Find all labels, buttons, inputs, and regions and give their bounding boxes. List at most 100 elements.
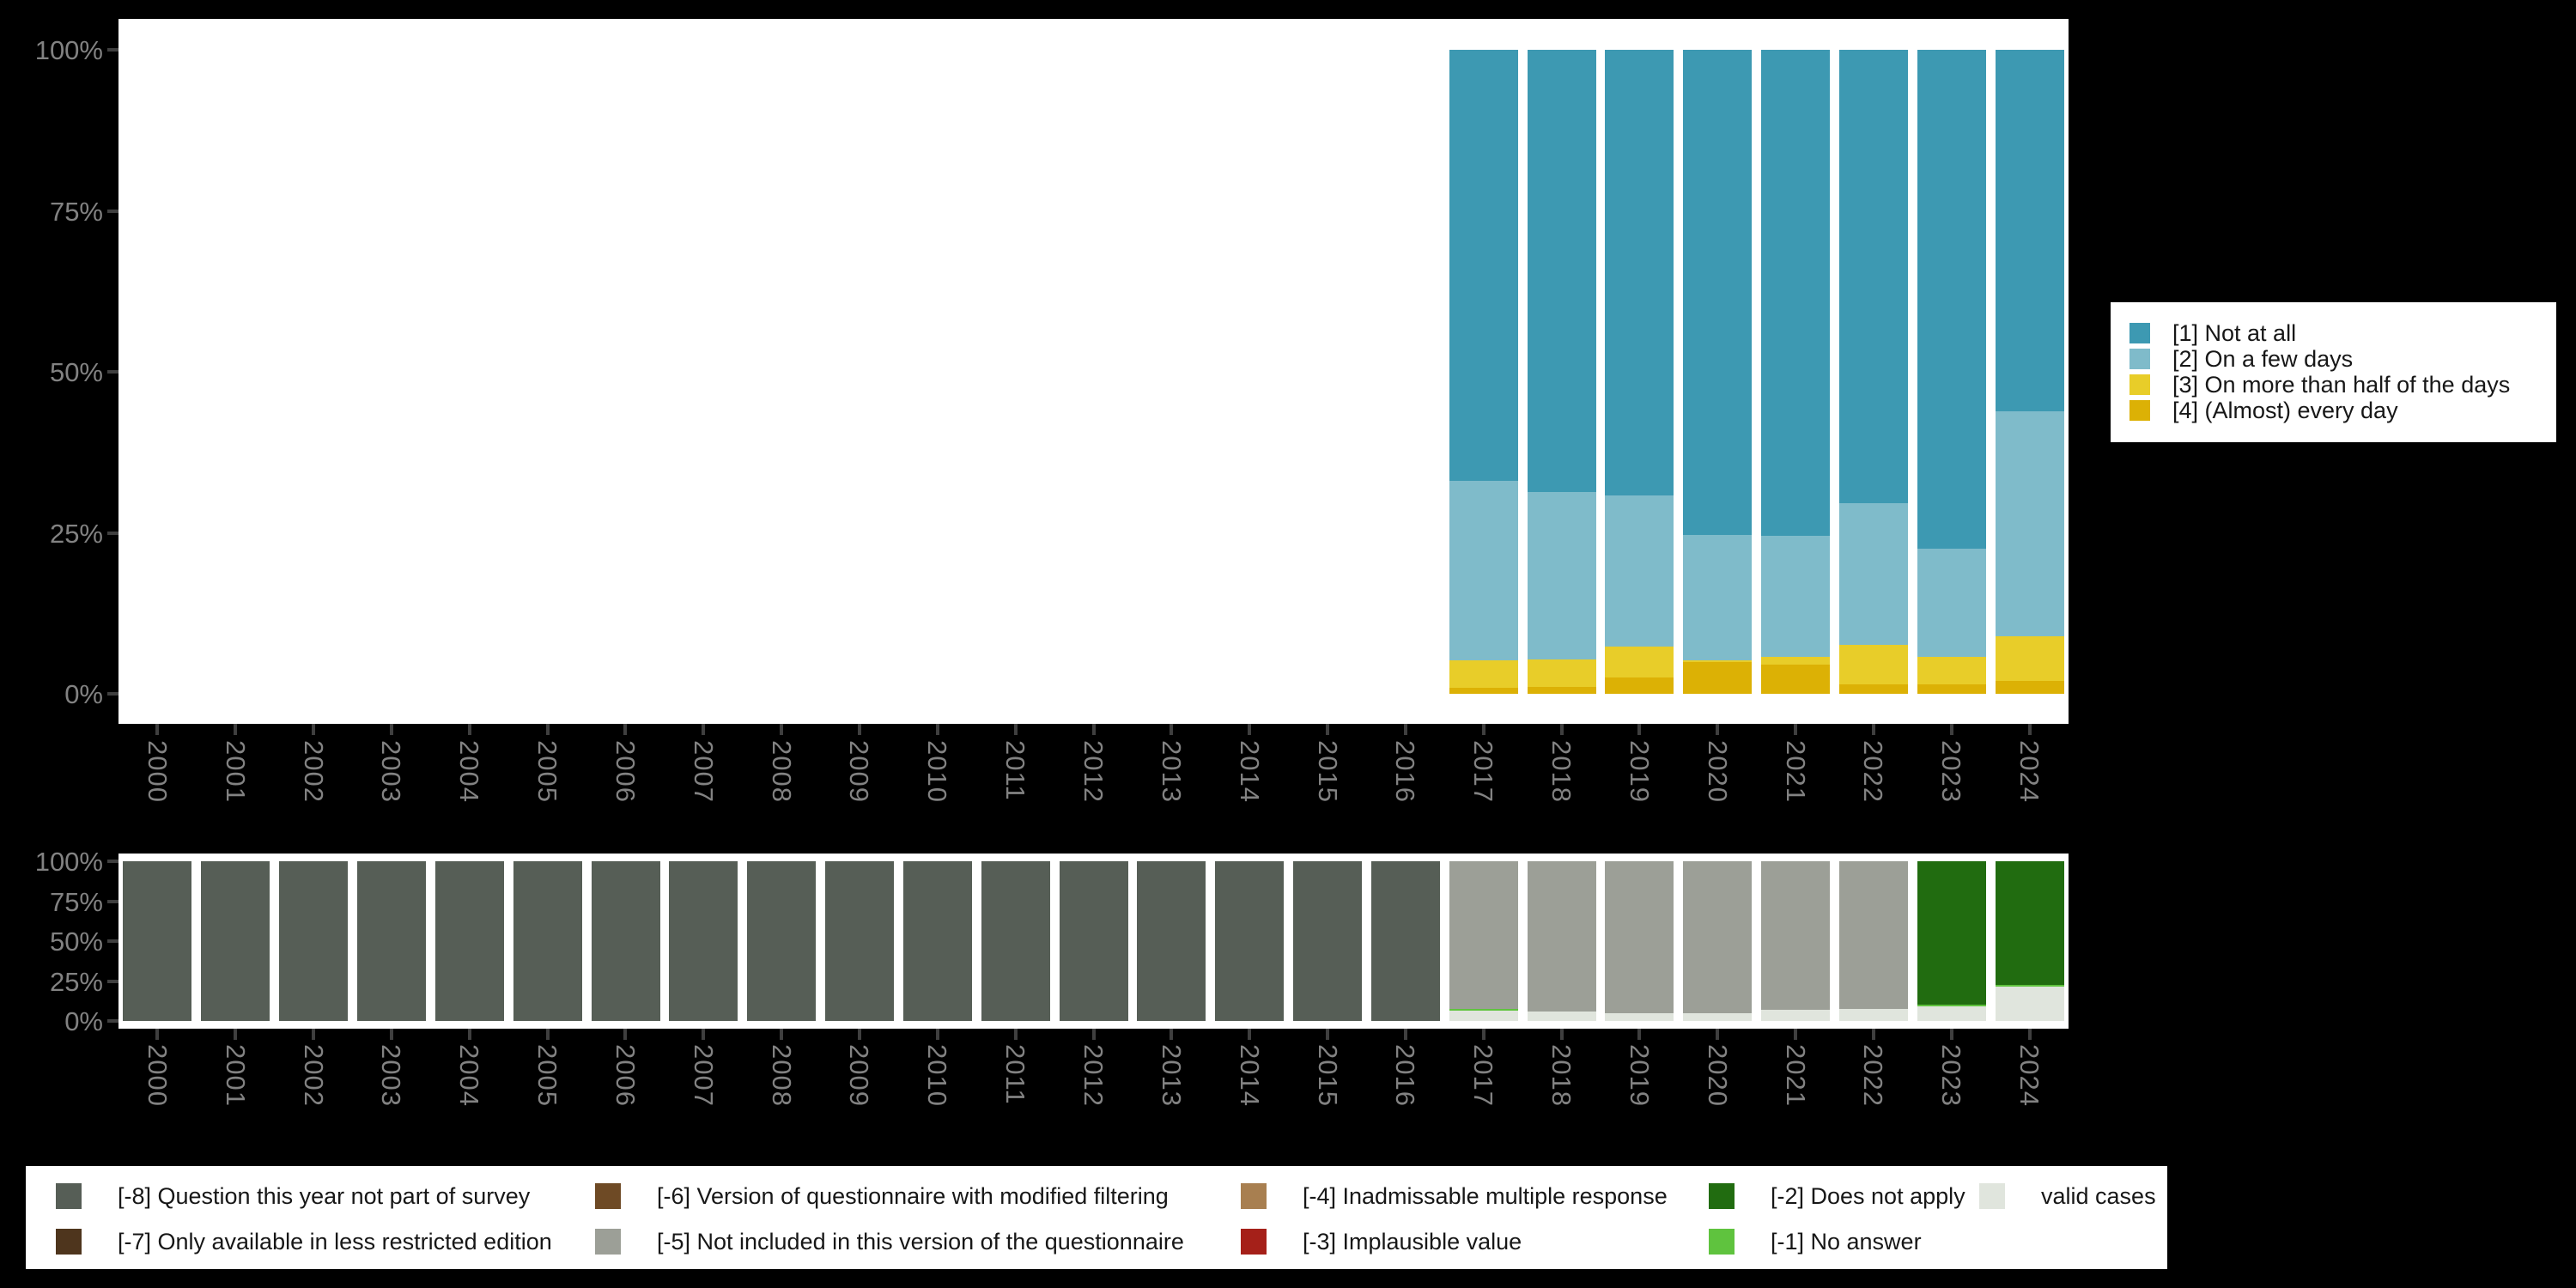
x-axis-tick-label-2016: 2016 xyxy=(1390,740,1421,803)
missing-values-legend: [-8] Question this year not part of surv… xyxy=(26,1166,2167,1269)
x-axis-tick xyxy=(312,724,316,735)
x-axis-tick-label-2019: 2019 xyxy=(1624,740,1655,803)
bar-segment-2020 xyxy=(1683,661,1753,694)
x-axis-tick xyxy=(545,724,550,735)
y-axis-tick-label: 50% xyxy=(49,357,103,387)
legend-item: [-7] Only available in less restricted e… xyxy=(56,1229,552,1255)
bar-segment-2024 xyxy=(1995,861,2064,985)
x-axis-tick xyxy=(1326,724,1330,735)
legend-label: [-1] No answer xyxy=(1771,1228,1922,1255)
x-axis-tick-label-2024: 2024 xyxy=(2014,740,2045,803)
bar-segment-2001 xyxy=(201,861,270,1021)
x-axis-tick xyxy=(1871,724,1875,735)
x-axis-tick-label-2005: 2005 xyxy=(532,740,563,803)
x-axis-tick xyxy=(1637,724,1642,735)
x-axis-tick-label-2023: 2023 xyxy=(1936,1044,1967,1107)
legend-label: [-3] Implausible value xyxy=(1303,1228,1522,1255)
x-axis-tick-label-2014: 2014 xyxy=(1234,740,1265,803)
x-axis-tick-label-2023: 2023 xyxy=(1936,740,1967,803)
bar-segment-2017 xyxy=(1449,861,1518,1009)
x-axis-tick-label-2018: 2018 xyxy=(1546,740,1577,803)
x-axis-tick-label-2007: 2007 xyxy=(688,740,719,803)
y-axis-tick-label: 75% xyxy=(49,886,103,917)
bar-segment-2019 xyxy=(1605,495,1674,647)
legend-item: [-1] No answer xyxy=(1709,1229,1922,1255)
bar-segment-2023 xyxy=(1917,548,1986,658)
x-axis-tick xyxy=(1559,1029,1564,1040)
legend-swatch xyxy=(2129,400,2150,421)
x-axis-tick xyxy=(1949,724,1953,735)
x-axis-tick xyxy=(1403,1029,1407,1040)
y-axis-tick xyxy=(107,1019,118,1023)
bar-segment-2018 xyxy=(1527,861,1596,1012)
x-axis-tick xyxy=(1091,1029,1096,1040)
x-axis-tick xyxy=(623,724,628,735)
y-axis-tick-label: 0% xyxy=(64,1006,103,1036)
bar-segment-2002 xyxy=(279,861,349,1021)
bar-segment-2022 xyxy=(1838,1008,1908,1021)
bar-segment-2018 xyxy=(1527,50,1596,492)
legend-label: [-2] Does not apply xyxy=(1771,1182,1965,1209)
bar-segment-2023 xyxy=(1917,657,1986,684)
x-axis-tick-label-2014: 2014 xyxy=(1234,1044,1265,1107)
bar-segment-2021 xyxy=(1761,50,1831,537)
x-axis-tick-label-2013: 2013 xyxy=(1156,1044,1187,1107)
bar-segment-2018 xyxy=(1527,1011,1596,1021)
bar-segment-2005 xyxy=(513,861,582,1021)
legend-swatch xyxy=(2129,374,2150,395)
legend-label: [-8] Question this year not part of surv… xyxy=(118,1182,531,1209)
bar-segment-2024 xyxy=(1995,681,2064,694)
bar-segment-2023 xyxy=(1917,1004,1986,1006)
x-axis-tick xyxy=(623,1029,628,1040)
bar-segment-2022 xyxy=(1838,645,1908,684)
x-axis-tick xyxy=(1403,724,1407,735)
bar-segment-2020 xyxy=(1683,861,1753,1014)
bar-segment-2000 xyxy=(123,861,192,1021)
y-axis-tick xyxy=(107,979,118,983)
x-axis-tick xyxy=(1794,1029,1798,1040)
bar-segment-2019 xyxy=(1605,1012,1674,1021)
x-axis-tick-label-2021: 2021 xyxy=(1780,1044,1811,1107)
y-axis-tick-label: 50% xyxy=(49,927,103,957)
x-axis-tick-label-2020: 2020 xyxy=(1702,740,1733,803)
x-axis-tick-label-2009: 2009 xyxy=(844,1044,875,1107)
x-axis-tick-label-2010: 2010 xyxy=(922,740,953,803)
bar-segment-2013 xyxy=(1137,861,1206,1021)
x-axis-tick-label-2001: 2001 xyxy=(220,740,251,803)
x-axis-tick xyxy=(1559,724,1564,735)
legend-item: [-8] Question this year not part of surv… xyxy=(56,1183,530,1209)
bar-segment-2017 xyxy=(1449,660,1518,689)
x-axis-tick-label-2003: 2003 xyxy=(376,740,407,803)
legend-swatch xyxy=(1709,1183,1735,1209)
legend-swatch xyxy=(1709,1229,1735,1255)
x-axis-tick-label-2011: 2011 xyxy=(1000,740,1031,801)
legend-swatch xyxy=(1241,1183,1267,1209)
x-axis-tick xyxy=(467,1029,471,1040)
legend-label: [-4] Inadmissable multiple response xyxy=(1303,1182,1668,1209)
legend-swatch xyxy=(1241,1229,1267,1255)
x-axis-tick xyxy=(389,724,393,735)
bar-segment-2003 xyxy=(356,861,426,1021)
x-axis-tick-label-2011: 2011 xyxy=(1000,1044,1031,1105)
x-axis-tick-label-2022: 2022 xyxy=(1858,1044,1889,1107)
x-axis-tick-label-2022: 2022 xyxy=(1858,740,1889,803)
x-axis-tick-label-2003: 2003 xyxy=(376,1044,407,1107)
bar-segment-2017 xyxy=(1449,1010,1518,1021)
legend-label: valid cases xyxy=(2041,1182,2156,1209)
y-axis-tick xyxy=(107,860,118,863)
legend-item: [-4] Inadmissable multiple response xyxy=(1241,1183,1668,1209)
x-axis-tick-label-2021: 2021 xyxy=(1780,740,1811,803)
bar-segment-2022 xyxy=(1838,50,1908,503)
x-axis-tick xyxy=(545,1029,550,1040)
x-axis-tick xyxy=(780,1029,784,1040)
bar-segment-2023 xyxy=(1917,50,1986,549)
legend-label: [-7] Only available in less restricted e… xyxy=(118,1228,552,1255)
x-axis-tick xyxy=(1871,1029,1875,1040)
legend-item: [3] On more than half of the days xyxy=(2129,372,2556,398)
bar-segment-2007 xyxy=(669,861,738,1021)
y-axis-tick xyxy=(107,899,118,903)
y-axis-tick-label: 100% xyxy=(34,35,103,65)
y-axis-tick-label: 25% xyxy=(49,966,103,997)
x-axis-tick-label-2002: 2002 xyxy=(298,740,329,803)
